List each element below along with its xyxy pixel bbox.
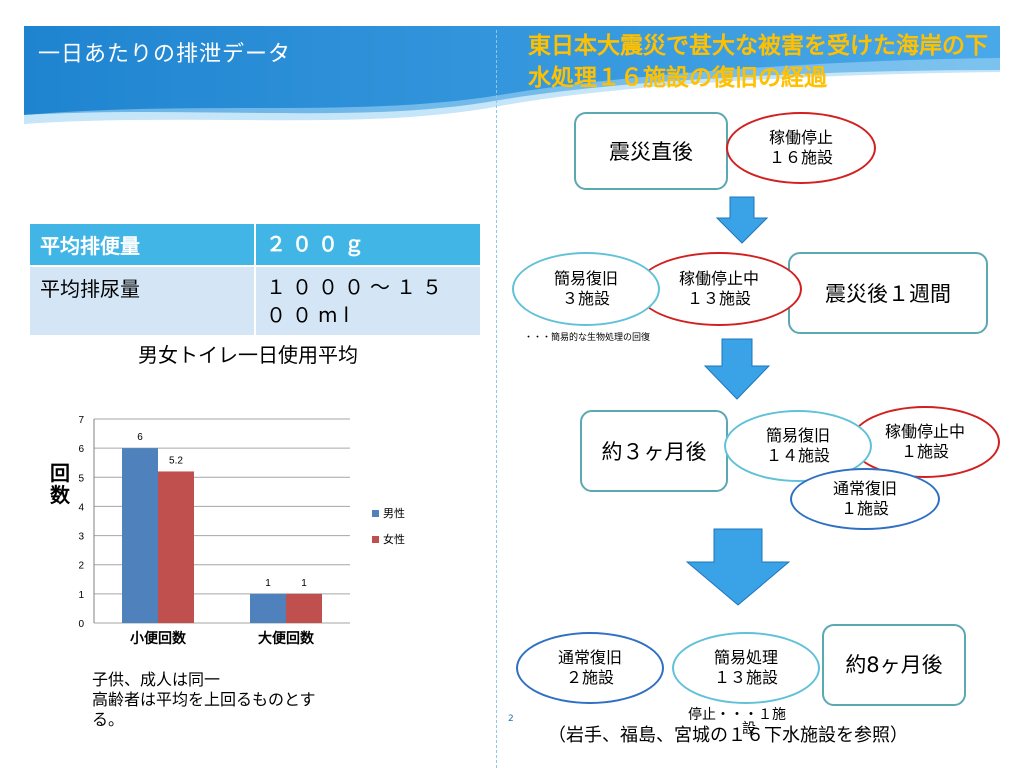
left-slide-title: 一日あたりの排泄データ bbox=[38, 42, 292, 67]
chart-data-label: 6 bbox=[137, 432, 143, 443]
stopped-note-tail: 設 bbox=[742, 721, 756, 737]
stopped-note-text: 停止・・・１施 bbox=[688, 707, 786, 723]
normal-recovery-2-ellipse: 通常復旧 ２施設 bbox=[516, 632, 664, 704]
stage-label: 約8ヶ月後 bbox=[845, 653, 943, 677]
chart-y-tick-label: 4 bbox=[78, 502, 84, 513]
chart-y-axis-label: 回数 bbox=[50, 461, 70, 507]
chart-bar bbox=[158, 471, 194, 623]
stopped-16-ellipse: 稼働停止 １６施設 bbox=[726, 112, 876, 184]
page-number: 2 bbox=[508, 714, 514, 724]
stage-three-months-box: 約３ヶ月後 bbox=[580, 410, 728, 492]
ellipse-text: 通常復旧 ２施設 bbox=[557, 648, 622, 687]
stopped-one-note: 停止・・・１施 bbox=[688, 704, 786, 724]
column-divider bbox=[496, 30, 497, 768]
stage-one-week-box: 震災後１週間 bbox=[788, 252, 988, 334]
stage-immediate-box: 震災直後 bbox=[574, 112, 728, 190]
chart-y-tick-label: 1 bbox=[78, 590, 84, 601]
stage-label: 震災直後 bbox=[609, 140, 693, 164]
bio-treatment-note: ・・・簡易的な生物処理の回復 bbox=[524, 333, 651, 343]
down-arrow-icon bbox=[716, 196, 768, 244]
chart-category-label: 大便回数 bbox=[258, 630, 315, 647]
chart-bar bbox=[286, 593, 322, 623]
ellipse-text: 稼働停止中 １施設 bbox=[884, 422, 965, 461]
table-cell-value: １０００～１５００ml bbox=[254, 265, 482, 337]
chart-legend-label: 男性 bbox=[383, 506, 405, 520]
ellipse-text: 簡易復旧 １４施設 bbox=[765, 426, 830, 465]
table-cell-value: ２００ｇ bbox=[254, 222, 482, 267]
chart-y-tick-label: 3 bbox=[78, 532, 84, 543]
stopped-13-ellipse: 稼働停止中 １３施設 bbox=[636, 252, 802, 326]
chart-data-label: 1 bbox=[301, 578, 307, 589]
excretion-table: 平均排便量 ２００ｇ 平均排尿量 １０００～１５００ml bbox=[28, 222, 482, 337]
ellipse-text: 簡易処理 １３施設 bbox=[713, 648, 778, 687]
chart-category-label: 小便回数 bbox=[130, 630, 187, 647]
chart-y-tick-label: 7 bbox=[78, 415, 84, 426]
ellipse-text: 稼働停止 １６施設 bbox=[768, 128, 833, 167]
ellipse-text: 通常復旧 １施設 bbox=[832, 479, 897, 518]
chart-bar bbox=[250, 593, 286, 623]
table-cell-label: 平均排尿量 bbox=[28, 265, 256, 337]
right-slide-title: 東日本大震災で甚大な被害を受けた海岸の下水処理１６施設の復旧の経過 bbox=[528, 33, 988, 91]
chart-y-tick-label: 2 bbox=[78, 561, 84, 572]
stage-label: 震災後１週間 bbox=[825, 282, 951, 306]
normal-recovery-1-ellipse: 通常復旧 １施設 bbox=[790, 468, 940, 530]
note-line: る。 bbox=[92, 710, 125, 729]
stage-eight-months-box: 約8ヶ月後 bbox=[822, 624, 966, 706]
chart-legend-swatch bbox=[372, 536, 379, 543]
chart-y-tick-label: 5 bbox=[78, 473, 84, 484]
simple-treatment-13-ellipse: 簡易処理 １３施設 bbox=[672, 632, 820, 704]
stage-label: 約３ヶ月後 bbox=[601, 440, 707, 464]
chart-title: 男女トイレ一日使用平均 bbox=[138, 343, 358, 367]
simple-recovery-3-ellipse: 簡易復旧 ３施設 bbox=[512, 252, 660, 326]
ellipse-text: 稼働停止中 １３施設 bbox=[678, 269, 759, 308]
chart-y-tick-label: 6 bbox=[78, 444, 84, 455]
chart-legend-label: 女性 bbox=[383, 532, 405, 546]
chart-data-label: 5.2 bbox=[169, 455, 183, 466]
usage-note: 子供、成人は同一 高齢者は平均を上回るものとす る。 bbox=[92, 670, 392, 730]
table-row: 平均排尿量 １０００～１５００ml bbox=[28, 265, 482, 337]
stopped-1-ellipse: 稼働停止中 １施設 bbox=[850, 406, 1000, 478]
chart-y-tick-label: 0 bbox=[78, 619, 84, 630]
header-banner bbox=[24, 26, 1000, 124]
chart-legend-swatch bbox=[372, 510, 379, 517]
chart-bar bbox=[122, 448, 158, 623]
table-cell-label: 平均排便量 bbox=[28, 222, 256, 267]
note-line: 子供、成人は同一 bbox=[92, 670, 221, 689]
chart-data-label: 1 bbox=[265, 578, 271, 589]
note-line: 高齢者は平均を上回るものとす bbox=[92, 690, 316, 709]
down-arrow-icon bbox=[704, 338, 770, 400]
reference-note: （岩手、福島、宮城の１６下水施設を参照） bbox=[548, 725, 908, 746]
down-arrow-icon bbox=[686, 528, 790, 606]
ellipse-text: 簡易復旧 ３施設 bbox=[553, 269, 618, 308]
table-row: 平均排便量 ２００ｇ bbox=[28, 222, 482, 267]
